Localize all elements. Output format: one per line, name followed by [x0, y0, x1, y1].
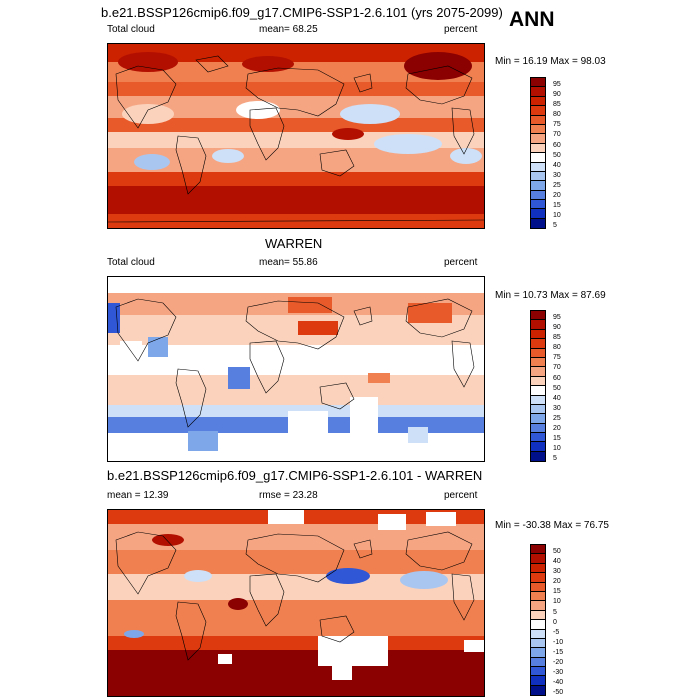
- panel3-colorbar-labels: 50 40 30 20 15 10 5 0 -5 -10 -15 -20 -30…: [553, 548, 563, 699]
- colorbar-tick-label: 20: [553, 192, 561, 200]
- colorbar-tick-label: -5: [553, 628, 560, 636]
- colorbar-tick-label: -15: [553, 648, 564, 656]
- panel1-colorbar: [530, 77, 546, 229]
- colorbar-tick-label: 95: [553, 314, 561, 321]
- colorbar-tick-label: 5: [553, 455, 557, 463]
- colorbar-tick-label: 60: [553, 141, 561, 149]
- panel3-map: [107, 509, 485, 697]
- colorbar-tick-label: 15: [553, 588, 561, 596]
- colorbar-tick-label: 50: [553, 151, 561, 159]
- colorbar-tick-label: -10: [553, 638, 564, 646]
- colorbar-tick-label: 50: [553, 384, 561, 392]
- colorbar-tick-label: 15: [553, 435, 561, 443]
- colorbar-tick-label: 10: [553, 445, 561, 453]
- colorbar-tick-label: 70: [553, 131, 561, 139]
- colorbar-tick-label: 15: [553, 202, 561, 210]
- colorbar-tick-label: 20: [553, 425, 561, 433]
- colorbar-tick-label: -40: [553, 679, 564, 687]
- panel1-units-label: percent: [444, 24, 478, 35]
- colorbar-tick-label: 30: [553, 568, 561, 576]
- colorbar-tick-label: 5: [553, 222, 557, 230]
- colorbar-tick-label: 30: [553, 171, 561, 179]
- panel3-title: b.e21.BSSP126cmip6.f09_g17.CMIP6-SSP1-2.…: [107, 468, 483, 483]
- colorbar-tick-label: 20: [553, 578, 561, 586]
- colorbar-tick-label: -50: [553, 689, 564, 697]
- panel2-field-label: Total cloud: [107, 257, 155, 268]
- colorbar-tick-label: 90: [553, 91, 561, 99]
- colorbar-tick-label: 25: [553, 414, 561, 422]
- colorbar-tick-label: 85: [553, 101, 561, 109]
- colorbar-tick-label: 75: [553, 354, 561, 362]
- season-label: ANN: [509, 8, 555, 31]
- colorbar-tick-label: 10: [553, 212, 561, 220]
- panel3-minmax-label: Min = -30.38 Max = 76.75: [495, 520, 609, 531]
- panel2-title: WARREN: [265, 236, 323, 251]
- panel2-mean-label: mean= 55.86: [259, 257, 318, 268]
- colorbar-tick-label: 40: [553, 161, 561, 169]
- panel2-units-label: percent: [444, 257, 478, 268]
- colorbar-tick-label: 25: [553, 181, 561, 189]
- colorbar-tick-label: 90: [553, 324, 561, 332]
- panel1-map: [107, 43, 485, 229]
- colorbar-tick-label: -30: [553, 669, 564, 677]
- colorbar-tick-label: 85: [553, 334, 561, 342]
- colorbar-tick-label: 95: [553, 81, 561, 88]
- panel3-mean-label: mean = 12.39: [107, 490, 169, 501]
- colorbar-tick-label: 70: [553, 364, 561, 372]
- panel3-units-label: percent: [444, 490, 478, 501]
- colorbar-tick-label: 80: [553, 344, 561, 352]
- panel1-field-label: Total cloud: [107, 24, 155, 35]
- panel1-colorbar-labels: 95 90 85 80 75 70 60 50 40 30 25 20 15 1…: [553, 81, 561, 232]
- panel1-title: b.e21.BSSP126cmip6.f09_g17.CMIP6-SSP1-2.…: [101, 5, 503, 20]
- panel1-minmax-label: Min = 16.19 Max = 98.03: [495, 56, 606, 67]
- panel2-minmax-label: Min = 10.73 Max = 87.69: [495, 290, 606, 301]
- colorbar-tick-label: 50: [553, 548, 561, 555]
- colorbar-tick-label: 30: [553, 404, 561, 412]
- colorbar-tick-label: 40: [553, 558, 561, 566]
- panel2-colorbar-labels: 95 90 85 80 75 70 60 50 40 30 25 20 15 1…: [553, 314, 561, 465]
- colorbar-tick-label: 75: [553, 121, 561, 129]
- colorbar-tick-label: -20: [553, 659, 564, 667]
- colorbar-tick-label: 10: [553, 598, 561, 606]
- panel3-colorbar: [530, 544, 546, 696]
- panel2-colorbar: [530, 310, 546, 462]
- colorbar-tick-label: 80: [553, 111, 561, 119]
- colorbar-tick-label: 40: [553, 394, 561, 402]
- panel1-mean-label: mean= 68.25: [259, 24, 318, 35]
- panel3-rmse-label: rmse = 23.28: [259, 490, 318, 501]
- colorbar-tick-label: 60: [553, 374, 561, 382]
- panel2-map: [107, 276, 485, 462]
- colorbar-tick-label: 0: [553, 618, 557, 626]
- colorbar-tick-label: 5: [553, 608, 557, 616]
